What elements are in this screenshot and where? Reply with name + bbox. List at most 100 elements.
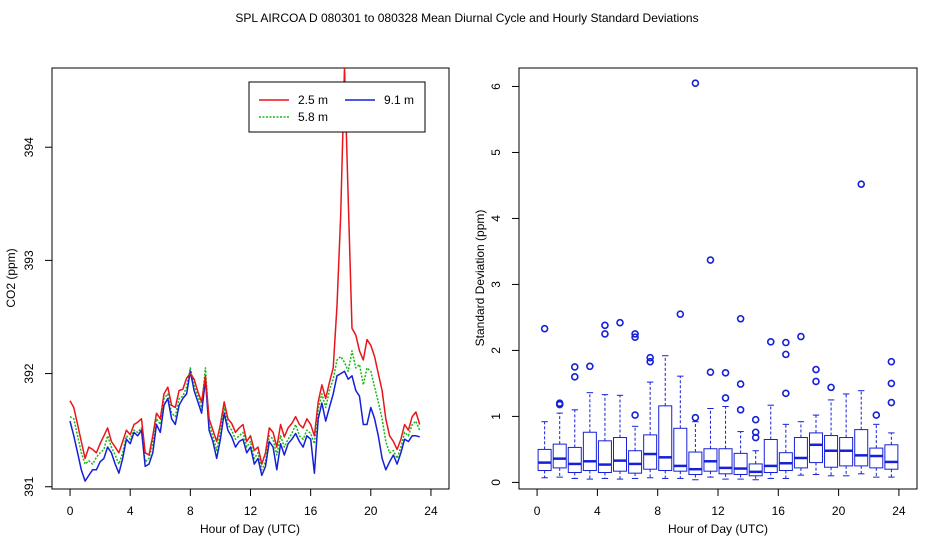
series-line-9-1-m — [69, 370, 420, 482]
box-outlier — [751, 415, 760, 424]
hour-box — [673, 310, 688, 479]
box-y-axis-label: Standard Deviation (ppm) — [473, 210, 487, 347]
box-outlier — [766, 338, 775, 346]
box-y-tick-label: 3 — [489, 281, 503, 288]
box-outlier — [540, 324, 549, 333]
box-outlier — [631, 333, 639, 342]
box-outlier — [797, 332, 805, 341]
box-outlier — [570, 373, 579, 381]
box-x-tick-label: 16 — [772, 504, 786, 518]
box-iqr — [854, 429, 869, 467]
box-x-tick-label: 24 — [892, 504, 906, 518]
legend-box — [248, 81, 426, 133]
hour-box — [613, 318, 628, 480]
box-outlier — [646, 353, 654, 362]
box-iqr — [582, 431, 597, 472]
box-iqr — [718, 448, 733, 475]
figure-title: SPL AIRCOA D 080301 to 080328 Mean Diurn… — [235, 11, 698, 25]
box-iqr — [613, 437, 628, 472]
line-x-tick-label: 8 — [187, 504, 194, 518]
box-outlier — [736, 314, 745, 323]
box-outlier — [782, 338, 790, 347]
box-y-axis: 0 1 2 3 4 5 6 — [489, 83, 519, 486]
box-outlier — [631, 411, 639, 419]
box-outlier — [721, 394, 730, 402]
hour-box — [884, 357, 899, 478]
hour-box — [597, 321, 612, 479]
box-iqr — [628, 450, 643, 474]
line-x-tick-label: 12 — [244, 504, 258, 518]
line-y-axis: 391 392 393 394 — [22, 137, 52, 497]
box-outlier — [812, 377, 820, 386]
box-y-tick-label: 2 — [489, 347, 503, 354]
box-iqr — [567, 446, 582, 474]
hour-box — [839, 393, 854, 477]
hour-box — [582, 362, 597, 480]
box-iqr — [552, 443, 567, 469]
hour-box — [658, 355, 673, 479]
box-outlier — [570, 363, 579, 371]
hour-box — [718, 369, 733, 480]
line-x-tick-label: 0 — [67, 504, 74, 518]
box-outlier — [872, 411, 881, 419]
hour-box — [763, 338, 778, 479]
box-iqr — [688, 451, 703, 475]
line-x-tick-label: 4 — [127, 504, 134, 518]
box-iqr — [763, 439, 778, 474]
hour-box — [778, 338, 793, 479]
line-y-axis-label: CO2 (ppm) — [4, 248, 18, 307]
line-legend: 2.5 m 5.8 m 9.1 m — [248, 81, 426, 133]
box-outlier — [887, 398, 896, 407]
box-outlier — [812, 365, 820, 374]
box-y-tick-label: 5 — [489, 149, 503, 156]
box-iqr — [597, 440, 612, 474]
box-y-tick-label: 4 — [489, 215, 503, 222]
box-iqr — [793, 437, 808, 469]
box-iqr — [884, 444, 899, 470]
box-iqr — [733, 452, 748, 475]
box-outlier — [782, 389, 790, 398]
box-outlier — [782, 350, 790, 359]
box-outlier — [857, 180, 866, 188]
box-y-tick-label: 0 — [489, 479, 503, 486]
box-iqr — [778, 452, 793, 472]
box-outlier — [676, 310, 685, 318]
hour-box — [688, 79, 703, 481]
hour-box — [808, 365, 823, 475]
box-x-tick-label: 8 — [654, 504, 661, 518]
hour-box — [567, 363, 582, 479]
box-outlier — [601, 321, 609, 330]
box-x-tick-label: 4 — [594, 504, 601, 518]
hour-box — [824, 383, 839, 477]
box-outlier — [706, 256, 715, 264]
box-y-tick-label: 1 — [489, 413, 503, 420]
box-outlier — [827, 383, 835, 392]
box-outlier — [736, 406, 745, 414]
legend-label-9-1m: 9.1 m — [384, 93, 414, 107]
box-x-axis-label: Hour of Day (UTC) — [668, 522, 768, 536]
series-line-2-5-m — [69, 68, 421, 465]
line-x-tick-label: 24 — [424, 504, 438, 518]
box-outlier — [601, 330, 609, 338]
line-y-tick-label: 393 — [22, 250, 36, 270]
series-line-5-8-m — [69, 350, 421, 471]
box-outlier — [586, 362, 594, 371]
hour-box — [537, 324, 552, 479]
box-outlier — [631, 330, 639, 338]
hour-box — [793, 332, 808, 476]
hour-box — [854, 180, 869, 475]
box-outlier — [691, 79, 700, 87]
hour-box — [643, 353, 658, 479]
legend-label-2-5m: 2.5 m — [298, 93, 328, 107]
box-outlier — [721, 369, 730, 377]
line-y-tick-label: 391 — [22, 476, 36, 496]
hour-box — [552, 399, 567, 478]
hour-box — [703, 256, 718, 478]
box-series-group — [537, 79, 899, 481]
box-iqr — [673, 427, 688, 472]
box-iqr — [748, 463, 763, 477]
box-iqr — [808, 432, 823, 464]
box-outlier — [706, 368, 715, 377]
hour-box — [869, 411, 884, 478]
